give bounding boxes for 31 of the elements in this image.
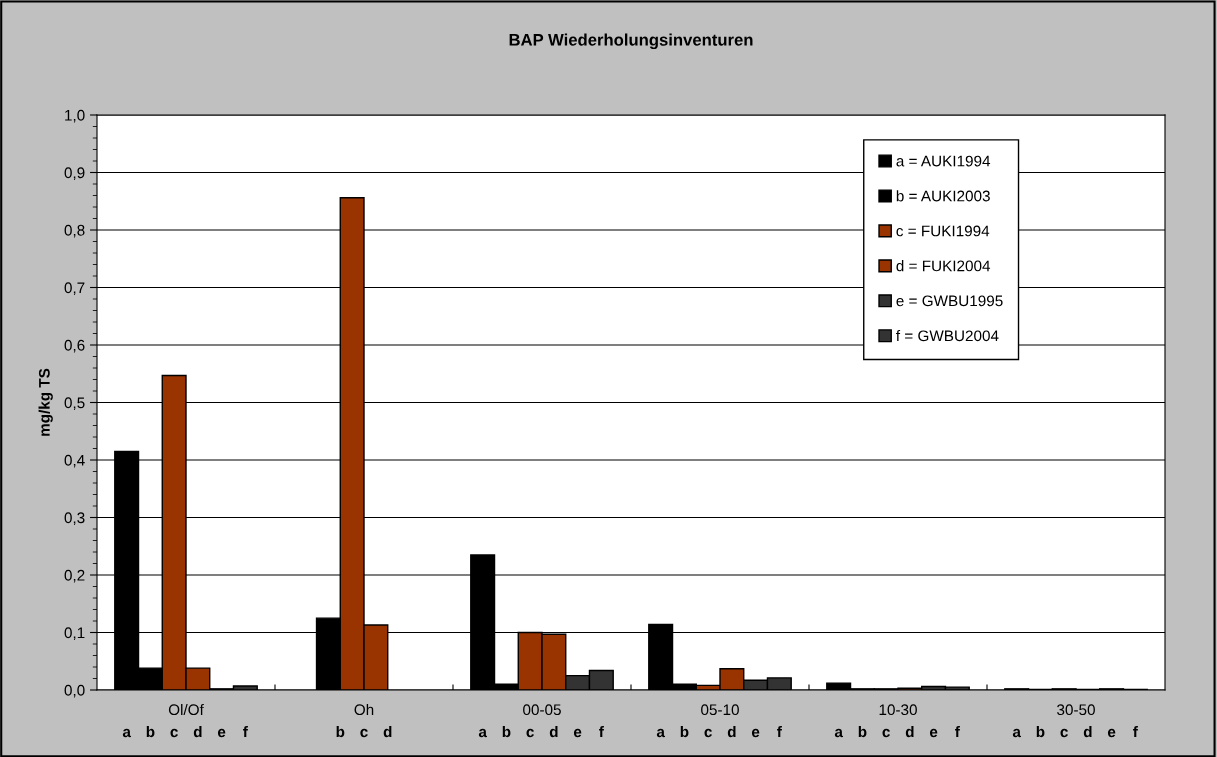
text: a b c d e f [656,726,782,738]
text: a b c d e f [122,726,248,738]
x-tick-label: Oh [354,703,374,716]
y-tick-label: 0,5 [64,397,85,410]
text: a b c d e f [478,726,604,738]
x-tick-label: Ol/Of [168,703,204,716]
legend-label: a = AUKI1994 [896,155,991,167]
legend-label: b = AUKI2003 [896,190,990,202]
y-tick-label: 0,2 [64,569,85,583]
legend-label: d = FUKI2004 [896,260,991,272]
text: a b c d e f [834,726,960,738]
text: b c d [336,726,392,738]
legend-label: e = GWBU1995 [896,295,1003,307]
text: a b c d e f [1012,726,1138,738]
x-tick-label: 05-10 [701,704,739,716]
y-tick-label: 1,0 [65,109,85,123]
legend-label: f = GWBU2004 [896,330,999,342]
x-tick-label: 30-50 [1057,704,1095,716]
y-tick-label: 0,9 [64,167,85,180]
y-tick-label: 0,4 [64,454,85,468]
y-tick-label: 0,3 [64,512,85,525]
chart-title: BAP Wiederholungsinventuren [509,33,753,50]
y-tick-label: 0,8 [64,224,85,238]
legend-label: c = FUKI1994 [896,225,990,237]
x-tick-label: 10-30 [879,704,917,716]
y-axis-title: mg/kg TS [38,368,53,436]
y-tick-label: 0,1 [64,627,85,640]
y-tick-label: 0,7 [64,282,85,295]
y-tick-label: 0,0 [64,684,85,698]
x-tick-label: 00-05 [523,704,561,716]
y-tick-label: 0,6 [64,339,85,353]
